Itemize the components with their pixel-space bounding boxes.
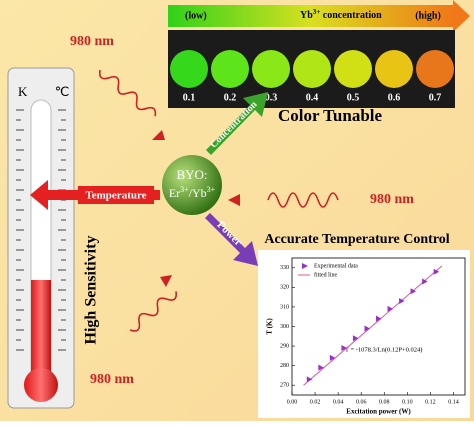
sample-label: 0.2 (224, 92, 237, 103)
x-axis-label: Excitation power (W) (346, 408, 411, 416)
fit-line (303, 265, 443, 386)
legend-label: Experimental data (314, 263, 358, 269)
sample-label: 0.1 (183, 92, 196, 103)
data-point (376, 315, 382, 322)
data-point (364, 325, 370, 332)
data-point (306, 376, 313, 383)
high-sensitivity: High Sensitivity (83, 236, 100, 345)
y-tick-label: 310 (280, 304, 289, 310)
x-tick-label: 0.10 (402, 399, 413, 405)
thermometer: K ℃ (7, 67, 75, 409)
data-point (422, 278, 428, 285)
x-tick-label: 0.12 (425, 399, 436, 405)
y-tick-label: 300 (280, 324, 289, 330)
legend-label: fitted line (314, 271, 337, 278)
low-label: (low) (185, 10, 207, 21)
data-point (399, 298, 405, 305)
bar-label: concentration (320, 10, 382, 21)
x-tick-label: 0.04 (333, 399, 344, 405)
bar-title: Yb3+ concentration (300, 8, 382, 22)
charge: 3+ (207, 185, 216, 194)
data-point (433, 268, 440, 275)
center-sphere (162, 155, 222, 215)
center-ions: Er3+/Yb3+ (169, 185, 216, 200)
center-host: BYO: (176, 167, 207, 182)
y-tick-label: 280 (280, 363, 289, 369)
data-point (410, 288, 417, 295)
color-tunable: Color Tunable (278, 106, 383, 125)
sample-label: 0.6 (388, 92, 401, 103)
equation: T = -1078.3/Ln(0.12P+0.024) (345, 346, 422, 353)
chart-panel (258, 250, 470, 418)
x-tick-label: 0.02 (310, 399, 321, 405)
x-tick-label: 0.14 (448, 399, 459, 405)
sample-disc (375, 50, 413, 88)
charge: 3+ (313, 8, 321, 16)
y-tick-label: 270 (280, 383, 289, 389)
data-point (329, 354, 336, 361)
arrow-label: Temperature (85, 190, 146, 202)
sample-disc (334, 50, 372, 88)
ion: Yb (300, 10, 313, 21)
data-point (341, 345, 347, 352)
sample-disc (416, 50, 454, 88)
arrowheads (152, 130, 240, 287)
excitation-label: 980 nm (90, 372, 134, 387)
excitation-label: 980 nm (370, 192, 414, 207)
data-point (318, 364, 324, 371)
sample-label: 0.4 (306, 92, 319, 103)
y-tick-label: 290 (280, 343, 289, 349)
sample-label: 0.5 (347, 92, 360, 103)
sample-label: 0.3 (265, 92, 278, 103)
sample-disc (211, 50, 249, 88)
sample-disc (170, 50, 208, 88)
ion: /Yb (189, 186, 207, 200)
legend-marker (302, 263, 308, 269)
data-point (387, 305, 394, 312)
y-axis-label: T (K) (266, 318, 274, 335)
unit-k: K (18, 84, 28, 99)
sample-disc (252, 50, 290, 88)
x-tick-label: 0.06 (356, 399, 367, 405)
y-tick-label: 320 (280, 285, 289, 291)
accurate-control: Accurate Temperature Control (264, 232, 449, 247)
high-label: (high) (415, 10, 441, 21)
ion: Er (169, 186, 180, 200)
sample-disc (293, 50, 331, 88)
data-point (352, 335, 359, 342)
x-tick-label: 0.00 (287, 399, 298, 405)
x-tick-label: 0.08 (379, 399, 390, 405)
y-tick-label: 330 (280, 265, 289, 271)
concentration-bar: (low) Yb3+ concentration (high) (168, 0, 470, 32)
charge: 3+ (180, 185, 189, 194)
excitation-label: 980 nm (70, 34, 114, 49)
unit-c: ℃ (55, 84, 70, 99)
wavy-arrows (98, 69, 339, 332)
sample-label: 0.7 (429, 92, 442, 103)
